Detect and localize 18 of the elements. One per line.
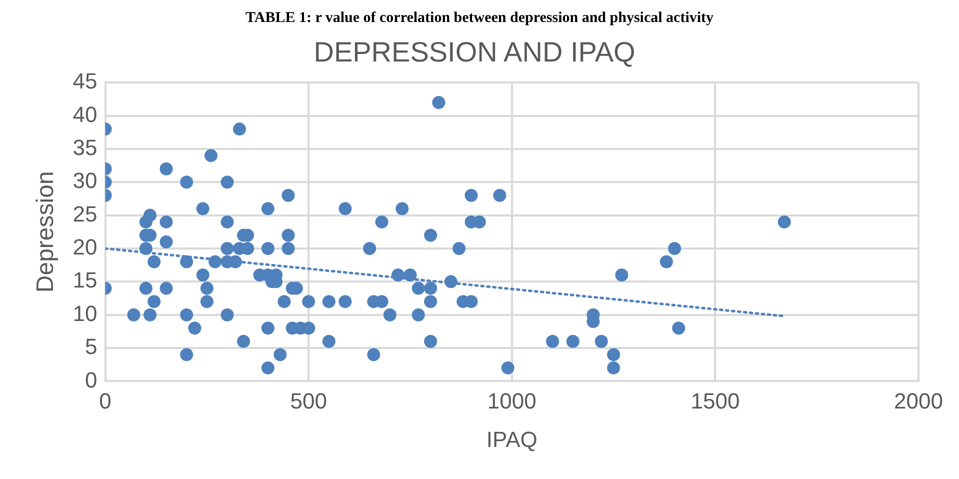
x-tick-label: 500: [290, 388, 327, 414]
y-tick-label: 5: [85, 334, 98, 360]
x-tick-label: 1000: [487, 388, 536, 414]
x-axis-title: IPAQ: [486, 426, 538, 452]
y-tick-label: 40: [72, 102, 98, 127]
chart-title: DEPRESSION AND IPAQ: [314, 36, 636, 68]
caption: TABLE 1: r value of correlation between depression and physical activity: [244, 9, 715, 28]
y-tick-label: 25: [72, 201, 98, 226]
y-tick-label: 45: [72, 68, 98, 94]
y-tick-label: 20: [72, 234, 98, 260]
y-tick-label: 15: [72, 268, 98, 293]
y-tick-label: 30: [72, 168, 98, 194]
y-axis-title: Depression: [32, 171, 60, 293]
x-tick-label: 1500: [690, 388, 740, 414]
y-tick-label: 35: [72, 135, 98, 160]
y-tick-label: 10: [72, 300, 98, 326]
x-tick-label: 2000: [894, 388, 944, 414]
y-tick-label: 0: [85, 367, 98, 392]
